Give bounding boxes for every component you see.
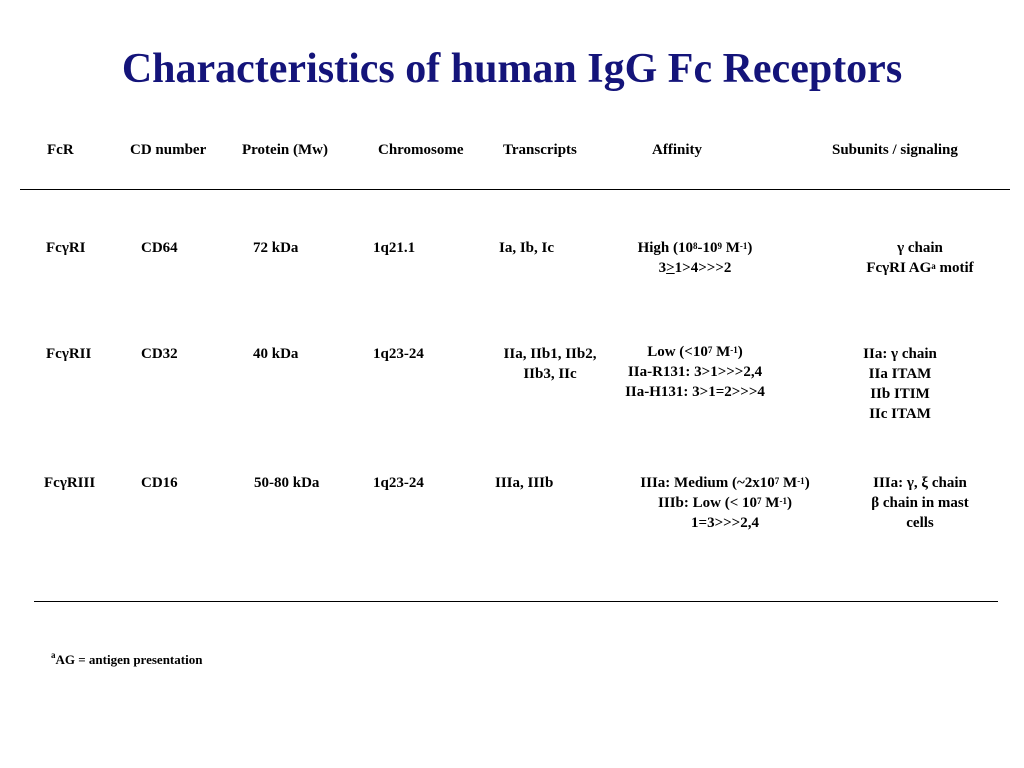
header-divider — [20, 189, 1010, 190]
footnote: aAG = antigen presentation — [51, 650, 203, 667]
header-transcripts: Transcripts — [503, 142, 577, 158]
row-fcgriii-fcr: FcγRIII — [44, 475, 96, 491]
row-fcgri-affinity: High (108-109 M-1) 3>1>4>>>2 — [637, 240, 753, 276]
table-bottom-divider — [34, 601, 998, 602]
row-fcgriii-subunits: IIIa: γ, ξ chain β chain in mast cells — [871, 475, 969, 531]
header-protein: Protein (Mw) — [242, 142, 328, 158]
row-fcgri-protein: 72 kDa — [253, 240, 299, 256]
row-fcgrii-fcr: FcγRII — [46, 346, 92, 362]
row-fcgri-chromosome: 1q21.1 — [373, 240, 416, 256]
row-fcgri-cd: CD64 — [141, 240, 178, 256]
row-fcgrii-subunits: IIa: γ chain IIa ITAM IIb ITIM IIc ITAM — [863, 346, 937, 422]
row-fcgrii-protein: 40 kDa — [253, 346, 299, 362]
header-fcr: FcR — [47, 142, 74, 158]
row-fcgri-fcr: FcγRI — [46, 240, 86, 256]
row-fcgriii-transcripts: IIIa, IIIb — [495, 475, 554, 491]
header-cd-number: CD number — [130, 142, 207, 158]
row-fcgrii-affinity: Low (<107 M-1) IIa-R131: 3>1>>>2,4 IIa-H… — [625, 344, 765, 400]
header-subunits: Subunits / signaling — [832, 142, 958, 158]
header-chromosome: Chromosome — [378, 142, 464, 158]
row-fcgriii-protein: 50-80 kDa — [254, 475, 320, 491]
row-fcgriii-chromosome: 1q23-24 — [373, 475, 424, 491]
row-fcgrii-chromosome: 1q23-24 — [373, 346, 424, 362]
row-fcgriii-cd: CD16 — [141, 475, 178, 491]
row-fcgrii-cd: CD32 — [141, 346, 178, 362]
slide-title: Characteristics of human IgG Fc Receptor… — [121, 46, 903, 92]
row-fcgriii-affinity: IIIa: Medium (~2x107 M-1) IIIb: Low (< 1… — [640, 475, 810, 531]
row-fcgrii-transcripts: IIa, IIb1, IIb2, IIb3, IIc — [503, 346, 597, 382]
row-fcgri-subunits: γ chain FcγRI AGa motif — [866, 240, 974, 276]
header-affinity: Affinity — [652, 142, 702, 158]
row-fcgri-transcripts: Ia, Ib, Ic — [499, 240, 555, 256]
